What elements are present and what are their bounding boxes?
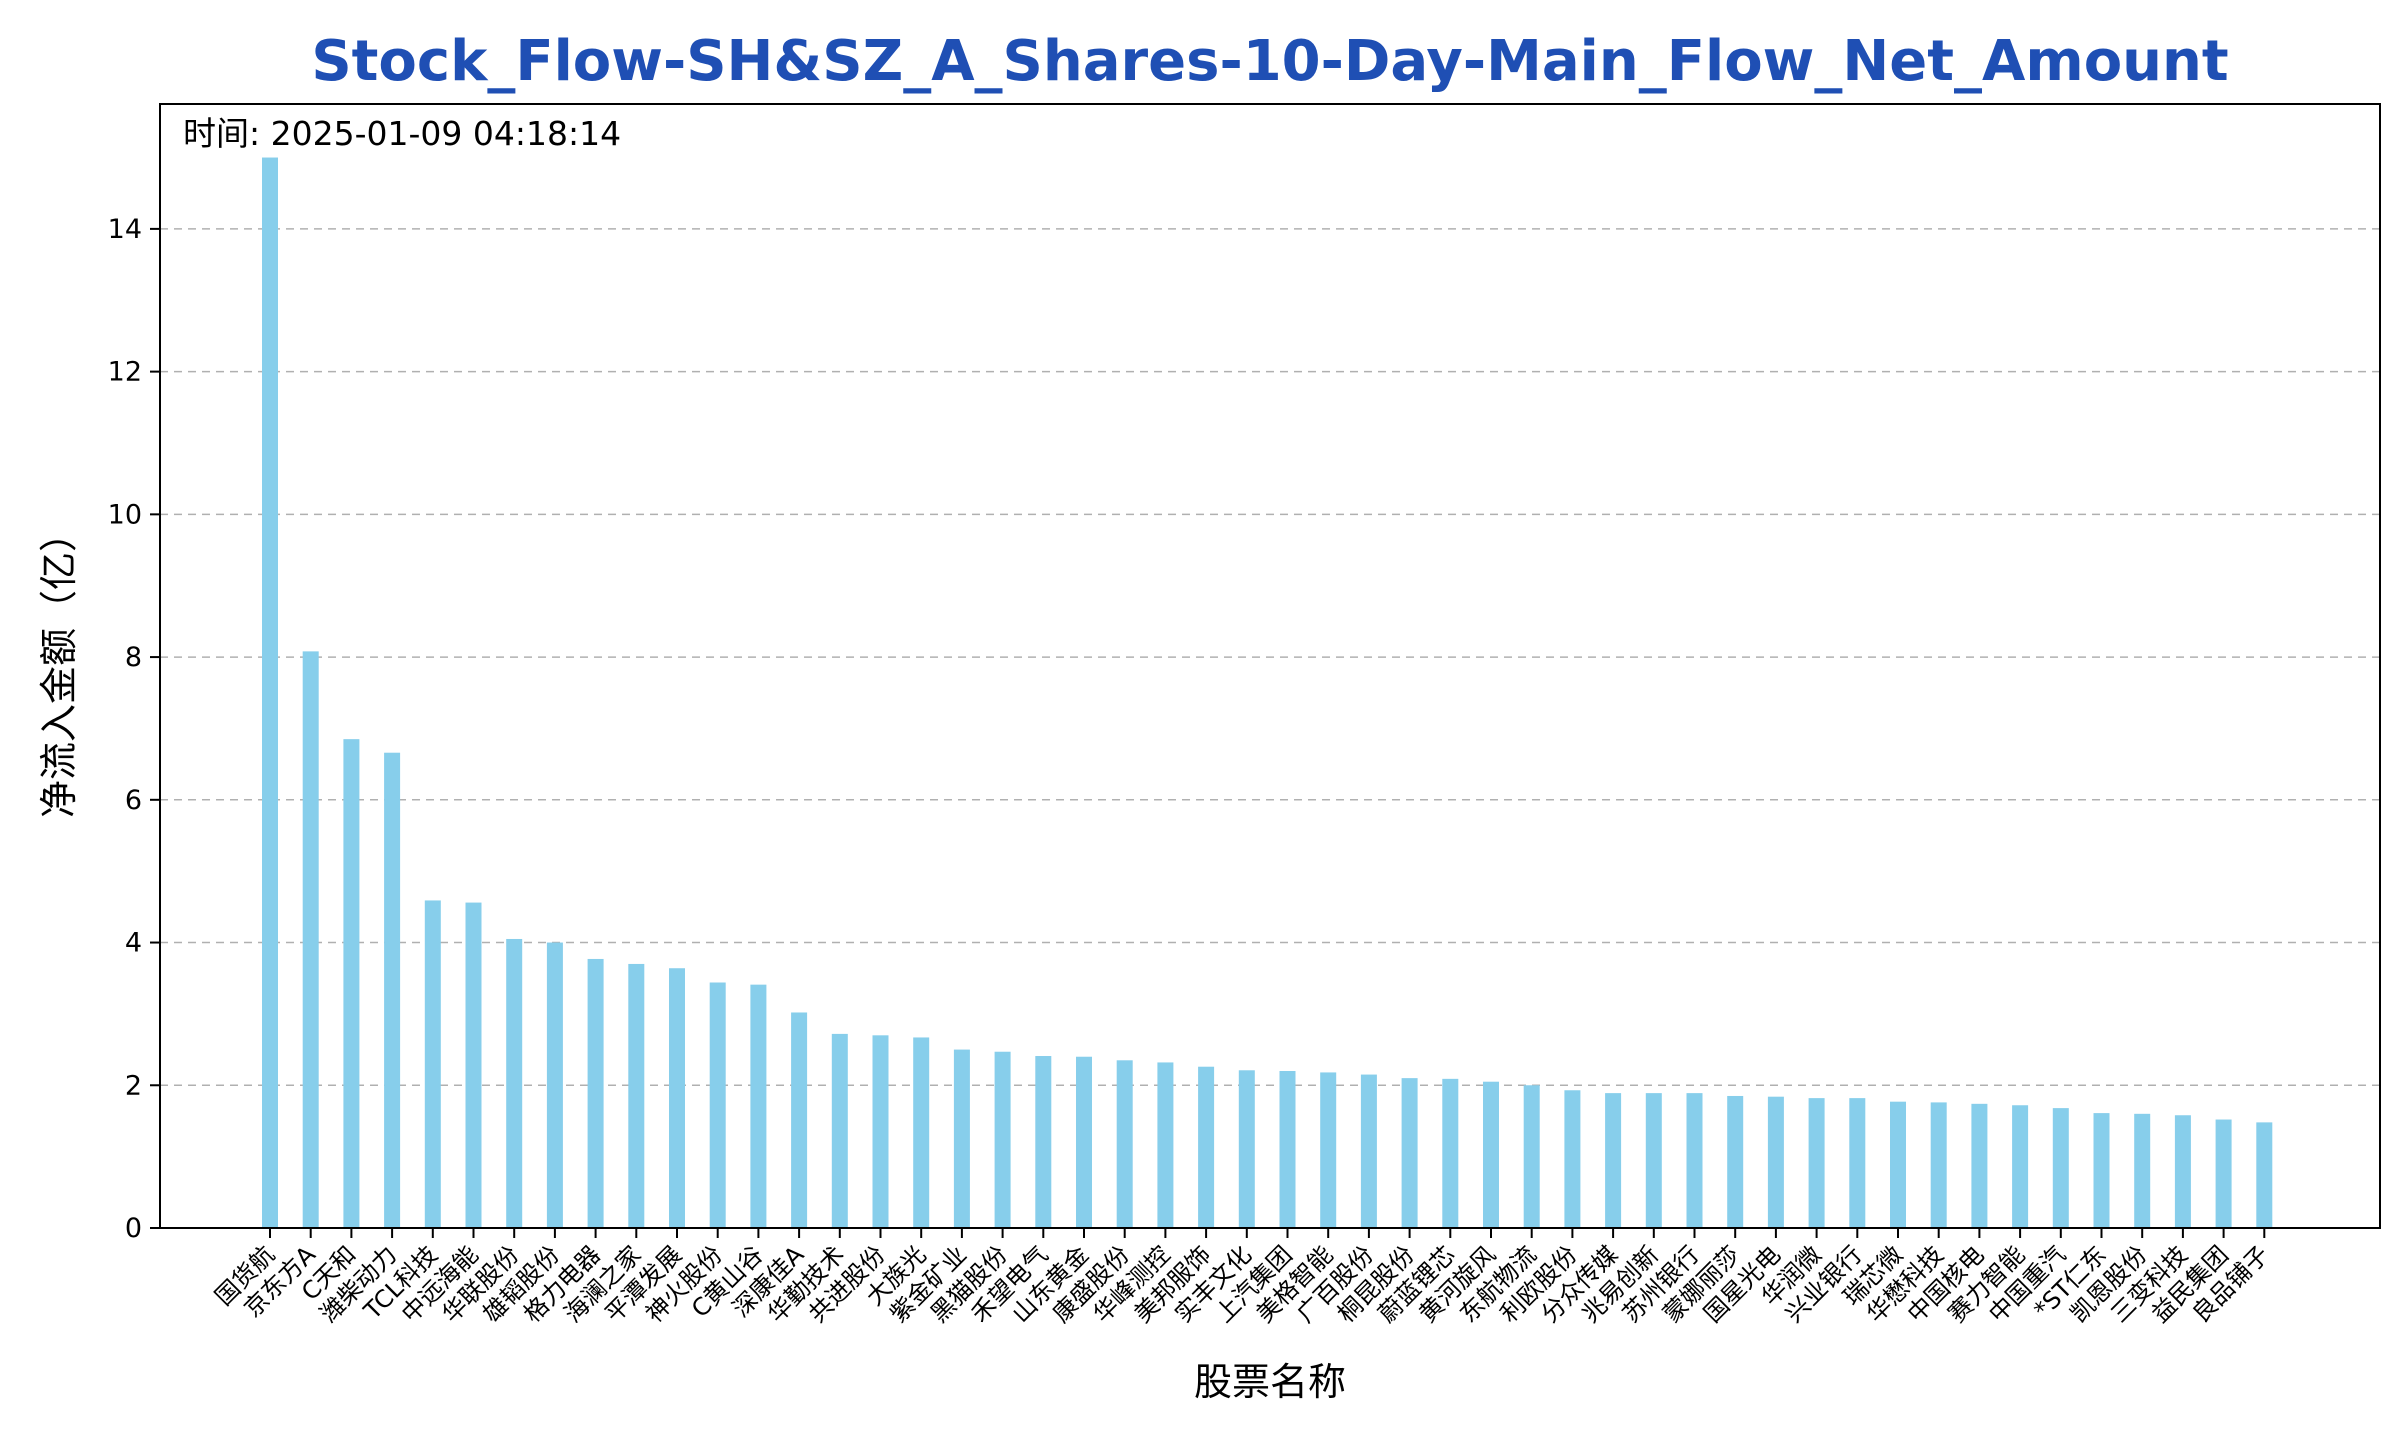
y-tick-label-7: 14 xyxy=(108,214,142,245)
bar-35 xyxy=(1686,1093,1703,1228)
bar-10 xyxy=(669,968,685,1228)
bar-2 xyxy=(343,739,360,1228)
bar-33 xyxy=(1605,1093,1622,1228)
bar-20 xyxy=(1076,1056,1092,1228)
bar-6 xyxy=(506,938,523,1228)
bar-47 xyxy=(2174,1115,2191,1228)
bar-18 xyxy=(994,1051,1011,1228)
bar-41 xyxy=(1930,1102,1947,1228)
bar-23 xyxy=(1198,1066,1215,1228)
y-tick-label-1: 2 xyxy=(125,1070,142,1101)
bar-43 xyxy=(2012,1105,2029,1228)
bar-46 xyxy=(2134,1113,2151,1228)
bars xyxy=(262,157,2273,1228)
bar-49 xyxy=(2256,1122,2273,1228)
y-tick-label-6: 12 xyxy=(108,357,142,388)
x-axis-ticks: 国货航京东方AC天和潍柴动力TCL科技中远海能华联股份雄韬股份格力电器海澜之家平… xyxy=(210,1228,2275,1328)
bar-7 xyxy=(546,942,563,1228)
bar-16 xyxy=(913,1037,930,1228)
y-tick-label-5: 10 xyxy=(108,499,142,530)
bar-34 xyxy=(1645,1093,1662,1228)
bar-19 xyxy=(1035,1056,1052,1228)
bar-8 xyxy=(587,958,604,1228)
bar-38 xyxy=(1808,1098,1825,1228)
bar-27 xyxy=(1360,1074,1377,1228)
bar-32 xyxy=(1564,1090,1581,1228)
bar-3 xyxy=(384,752,401,1228)
gridlines xyxy=(160,228,2380,1087)
bar-21 xyxy=(1116,1060,1133,1228)
y-tick-label-0: 0 xyxy=(125,1213,142,1244)
bar-40 xyxy=(1890,1101,1906,1228)
y-tick-label-4: 8 xyxy=(125,642,142,673)
bar-17 xyxy=(953,1049,970,1228)
bar-15 xyxy=(872,1035,889,1228)
x-axis-label: 股票名称 xyxy=(1194,1360,1346,1404)
bar-45 xyxy=(2093,1113,2110,1228)
bar-29 xyxy=(1442,1078,1459,1228)
bar-12 xyxy=(750,984,767,1228)
bar-9 xyxy=(628,963,645,1228)
bar-5 xyxy=(465,902,482,1228)
y-axis-label: 净流入金额（亿） xyxy=(37,514,81,818)
bar-22 xyxy=(1157,1062,1174,1228)
y-axis-ticks: 0 2 4 6 8 10 12 14 xyxy=(108,214,160,1244)
bar-24 xyxy=(1238,1070,1255,1228)
bar-14 xyxy=(831,1033,848,1228)
bar-1 xyxy=(302,651,319,1228)
bar-39 xyxy=(1849,1098,1866,1228)
bar-25 xyxy=(1279,1070,1296,1228)
bar-11 xyxy=(709,982,726,1228)
chart-title: Stock_Flow-SH&SZ_A_Shares-10-Day-Main_Fl… xyxy=(311,29,2228,94)
bar-44 xyxy=(2052,1108,2069,1228)
y-tick-label-2: 4 xyxy=(125,928,142,959)
bar-0 xyxy=(262,157,278,1228)
bar-42 xyxy=(1971,1103,1988,1228)
timestamp-annotation: 时间: 2025-01-09 04:18:14 xyxy=(183,114,621,153)
bar-13 xyxy=(791,1012,808,1228)
bar-36 xyxy=(1727,1095,1744,1228)
bar-30 xyxy=(1483,1081,1499,1228)
bar-28 xyxy=(1401,1078,1418,1228)
bar-26 xyxy=(1320,1072,1337,1228)
bar-31 xyxy=(1523,1085,1540,1228)
bar-48 xyxy=(2215,1119,2232,1228)
plot-frame xyxy=(159,103,2381,1229)
bar-37 xyxy=(1767,1096,1784,1228)
y-tick-label-3: 6 xyxy=(125,785,142,816)
bar-4 xyxy=(424,900,441,1228)
